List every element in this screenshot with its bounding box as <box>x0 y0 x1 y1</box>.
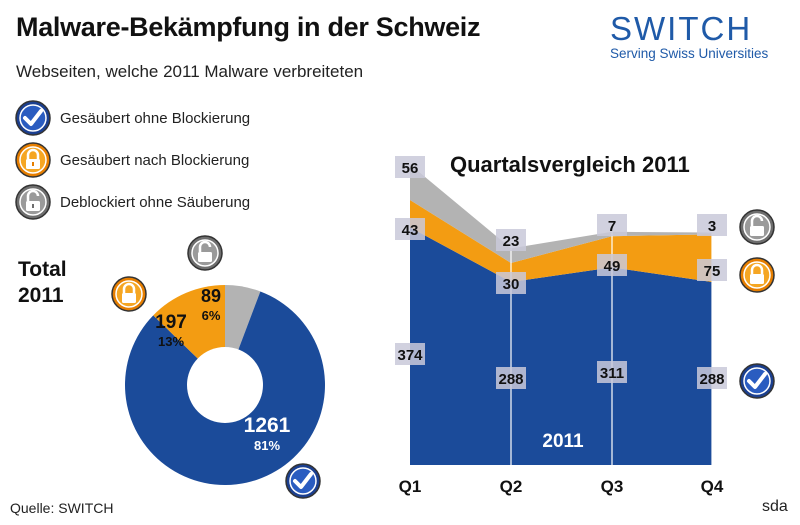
area-category-label: Q2 <box>500 477 523 496</box>
area-value-label: 374 <box>397 347 423 364</box>
area-value-label: 23 <box>503 233 520 250</box>
area-series-layer <box>410 200 712 282</box>
area-value-label: 7 <box>608 218 616 235</box>
donut-title: Total 2011 <box>18 257 67 309</box>
checkmark-badge-icon <box>739 363 775 399</box>
area-chart-title: Quartalsvergleich 2011 <box>450 152 690 177</box>
area-series-layer <box>410 164 712 263</box>
donut-slice <box>225 285 261 385</box>
legend-item-cleaned-after-block: Gesäubert nach Blockierung <box>14 142 249 178</box>
area-value-label: 3 <box>708 218 716 235</box>
lock-closed-badge-icon <box>15 142 51 178</box>
lock-open-badge-icon <box>187 235 223 271</box>
legend-label: Gesäubert ohne Blockierung <box>60 109 251 127</box>
area-value-label-box <box>697 367 727 389</box>
area-value-label-box <box>597 254 627 276</box>
lock-closed-badge-icon <box>739 257 775 293</box>
donut-title-line: 2011 <box>18 284 64 307</box>
checkmark-badge-icon <box>285 463 321 499</box>
checkmark-badge-icon <box>15 100 51 136</box>
legend-label: Gesäubert nach Blockierung <box>60 151 250 169</box>
donut-percent-label: 6% <box>202 308 221 323</box>
page-subtitle: Webseiten, welche 2011 Malware verbreite… <box>16 62 364 81</box>
area-value-label: 75 <box>704 263 721 280</box>
donut-value-label: 89 <box>201 286 221 306</box>
area-value-label: 288 <box>498 371 523 388</box>
area-value-label-box <box>496 229 526 251</box>
area-value-label-box <box>597 214 627 236</box>
lock-open-badge-icon <box>15 184 51 220</box>
area-category-label: Q3 <box>601 477 624 496</box>
area-value-label: 311 <box>600 365 624 382</box>
legend-label: Deblockiert ohne Säuberung <box>60 193 251 211</box>
donut-percent-label: 81% <box>254 438 280 453</box>
agency-mark: sda <box>762 498 788 515</box>
switch-logo: SWITCH Serving Swiss Universities <box>610 10 790 61</box>
donut-value-label: 197 <box>155 312 187 333</box>
donut-slice <box>153 285 225 385</box>
area-category-label: Q4 <box>701 477 724 496</box>
area-value-label-box <box>395 218 425 240</box>
area-value-label-box <box>697 214 727 236</box>
page-title: Malware-Bekämpfung in der Schweiz <box>16 12 481 42</box>
area-value-label-box <box>496 272 526 294</box>
area-value-label-box <box>496 367 526 389</box>
lock-closed-badge-icon <box>111 276 147 312</box>
donut-title-line: Total <box>18 258 67 281</box>
area-value-label: 56 <box>402 160 419 177</box>
legend-item-unblocked-without-clean: Deblockiert ohne Säuberung <box>14 184 250 220</box>
source-note: Quelle: SWITCH <box>10 500 114 516</box>
area-value-label-box <box>395 156 425 178</box>
area-value-label: 43 <box>402 222 419 239</box>
donut-hole <box>187 347 263 423</box>
donut-value-label: 1261 <box>244 414 291 437</box>
area-value-label: 30 <box>503 276 520 293</box>
donut-percent-label: 13% <box>158 334 184 349</box>
area-series-layer <box>410 227 712 465</box>
area-value-label-box <box>597 361 627 383</box>
donut-slice <box>124 291 326 485</box>
legend-item-cleaned-without-block: Gesäubert ohne Blockierung <box>14 100 250 136</box>
logo-tagline: Serving Swiss Universities <box>610 46 769 61</box>
area-value-label: 49 <box>604 258 621 275</box>
logo-wordmark: SWITCH <box>610 10 753 47</box>
lock-open-badge-icon <box>739 209 775 245</box>
area-value-label-box <box>697 259 727 281</box>
area-annotation: 2011 <box>542 431 584 452</box>
area-category-label: Q1 <box>399 477 422 496</box>
area-value-label-box <box>395 343 425 365</box>
area-value-label: 288 <box>699 371 724 388</box>
